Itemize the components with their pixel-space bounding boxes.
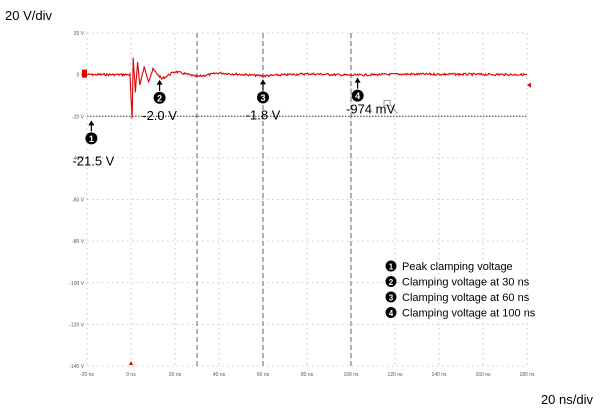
marker-value-1: -21.5 V xyxy=(72,153,114,168)
marker-badge-2 xyxy=(153,91,166,104)
trigger-position-marker xyxy=(129,361,133,365)
channel-ground-marker xyxy=(82,69,87,78)
marker-arrowhead-2 xyxy=(156,79,163,85)
marker-badge-3 xyxy=(257,91,269,104)
marker-badge-1-number: 1 xyxy=(89,134,94,144)
y-tick-label: -40 V xyxy=(72,156,85,162)
legend-entry-label: Clamping voltage at 30 ns xyxy=(402,277,530,289)
y-tick-label: -20 V xyxy=(72,114,85,120)
legend-badge-number: 3 xyxy=(389,293,394,302)
x-tick-label: 60 ns xyxy=(257,372,270,378)
legend-entry-label: Peak clamping voltage xyxy=(402,261,513,273)
marker-badge-4-number: 4 xyxy=(355,91,360,101)
signal-trace xyxy=(86,57,528,119)
marker-badge-2-number: 2 xyxy=(157,93,162,103)
marker-badge-3-number: 3 xyxy=(260,93,265,103)
legend-badge-4 xyxy=(385,307,397,318)
legend-badge-number: 4 xyxy=(389,309,394,318)
y-tick-label: 0 V xyxy=(76,73,84,79)
marker-badge-4 xyxy=(351,89,364,102)
marker-value-2: -2.0 V xyxy=(142,108,177,123)
trigger-level-marker xyxy=(527,82,531,88)
x-tick-label: 160 ns xyxy=(475,372,491,378)
x-tick-label: 40 ns xyxy=(213,372,226,378)
legend-badge-number: 2 xyxy=(389,278,394,287)
x-tick-label: 0 ns xyxy=(126,372,136,378)
x-tick-label: 100 ns xyxy=(343,372,359,378)
marker-arrowhead-4 xyxy=(354,77,361,83)
legend-entry-label: Clamping voltage at 100 ns xyxy=(402,308,536,320)
x-tick-label: -20 ns xyxy=(80,372,94,378)
x-tick-label: 120 ns xyxy=(387,372,403,378)
y-tick-label: -120 V xyxy=(69,322,84,328)
marker-value-3: -1.8 V xyxy=(246,107,281,122)
marker-arrowhead-1 xyxy=(88,120,95,126)
marker-arrowhead-3 xyxy=(260,79,266,85)
y-tick-label: -80 V xyxy=(72,239,85,245)
y-tick-label: -100 V xyxy=(69,281,84,287)
x-tick-label: 140 ns xyxy=(431,372,447,378)
y-tick-label: 20 V xyxy=(74,31,85,37)
legend-badge-2 xyxy=(385,276,397,287)
x-tick-label: 80 ns xyxy=(301,372,314,378)
cursor-tag-leader xyxy=(390,105,398,114)
y-tick-label: -60 V xyxy=(72,198,85,204)
x-tick-label: 180 ns xyxy=(519,372,535,378)
legend-badge-1 xyxy=(385,260,397,272)
legend-badge-number: 1 xyxy=(389,262,394,271)
vertical-scale-label: 20 V/div xyxy=(5,8,52,23)
marker-badge-1 xyxy=(85,132,98,145)
x-tick-label: 20 ns xyxy=(169,372,182,378)
cursor-tag-icon xyxy=(383,99,391,106)
horizontal-scale-label: 20 ns/div xyxy=(541,392,594,407)
legend-entry-label: Clamping voltage at 60 ns xyxy=(402,292,530,304)
legend-badge-3 xyxy=(385,291,397,303)
marker-value-4: -974 mV xyxy=(346,102,395,117)
y-tick-label: -140 V xyxy=(69,364,84,370)
